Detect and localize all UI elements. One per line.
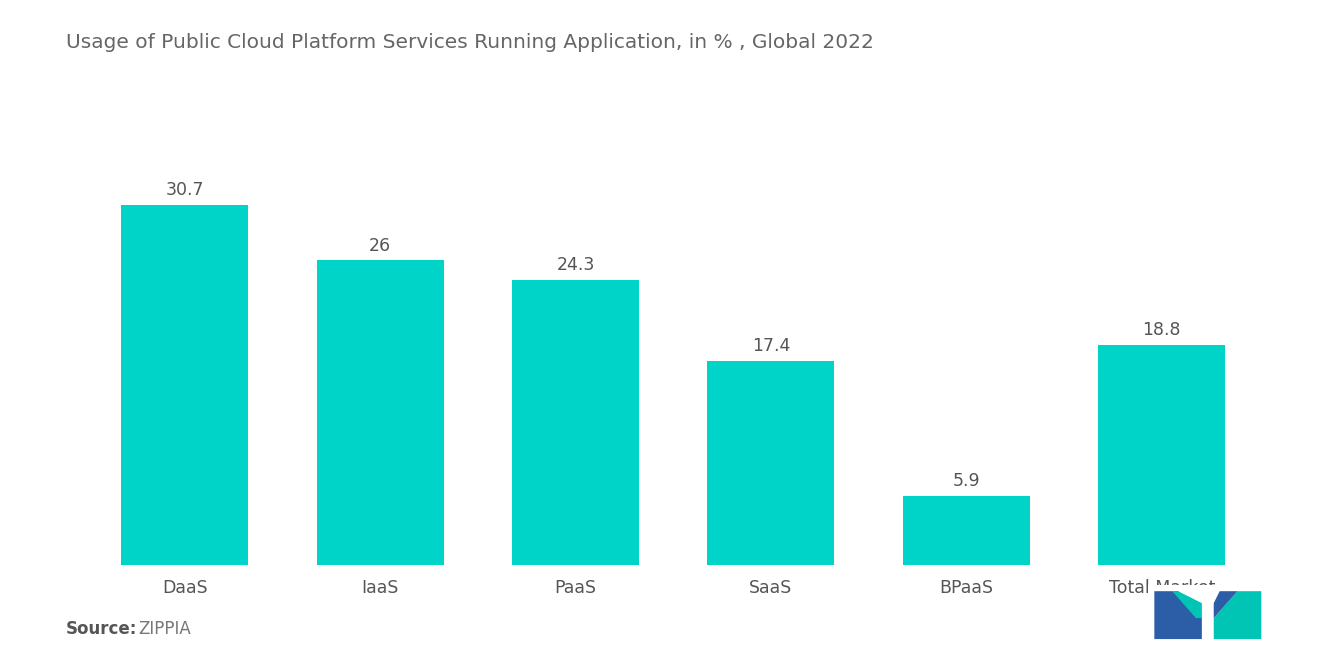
Text: 24.3: 24.3 <box>556 257 595 275</box>
Text: 26: 26 <box>370 237 391 255</box>
Text: ZIPPIA: ZIPPIA <box>139 620 191 638</box>
Bar <box>317 261 444 565</box>
Bar <box>512 281 639 565</box>
Text: 18.8: 18.8 <box>1142 321 1181 339</box>
Polygon shape <box>1214 591 1238 618</box>
Text: Usage of Public Cloud Platform Services Running Application, in % , Global 2022: Usage of Public Cloud Platform Services … <box>66 33 874 53</box>
Bar <box>708 361 834 565</box>
Polygon shape <box>1172 591 1203 618</box>
Polygon shape <box>1154 591 1203 639</box>
Bar <box>1098 345 1225 565</box>
Polygon shape <box>1214 591 1262 639</box>
Bar <box>121 205 248 565</box>
Text: 5.9: 5.9 <box>953 472 981 490</box>
Text: 30.7: 30.7 <box>165 182 205 200</box>
Text: Source:: Source: <box>66 620 137 638</box>
Text: 17.4: 17.4 <box>751 337 791 355</box>
Bar <box>903 496 1030 565</box>
